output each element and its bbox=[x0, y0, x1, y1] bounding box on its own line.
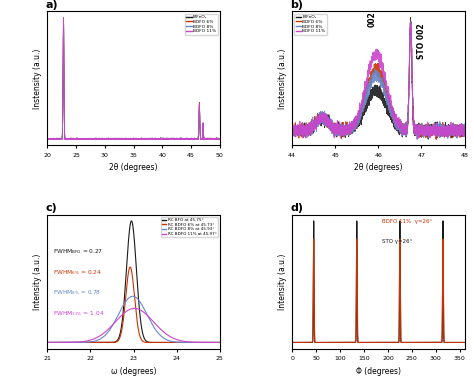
Text: d): d) bbox=[291, 203, 303, 213]
Legend: BiFeO₃, BDFO 6%, BDFO 8%, BDFO 11%: BiFeO₃, BDFO 6%, BDFO 8%, BDFO 11% bbox=[294, 14, 327, 35]
Text: FWHM$_{8\%}$ = 0.78: FWHM$_{8\%}$ = 0.78 bbox=[53, 288, 101, 297]
X-axis label: Φ (degrees): Φ (degrees) bbox=[356, 367, 401, 376]
Y-axis label: Instensity (a.u.): Instensity (a.u.) bbox=[278, 48, 287, 108]
Text: STO γ=26°: STO γ=26° bbox=[382, 239, 412, 244]
Y-axis label: Intensity (a.u.): Intensity (a.u.) bbox=[33, 254, 42, 310]
Y-axis label: Instensity (a.u.): Instensity (a.u.) bbox=[33, 48, 42, 108]
Text: BDFO 11%  γ=26°: BDFO 11% γ=26° bbox=[382, 219, 432, 224]
Text: 002: 002 bbox=[367, 11, 376, 27]
Y-axis label: Intensity (a.u.): Intensity (a.u.) bbox=[278, 254, 287, 310]
Text: STO 002: STO 002 bbox=[417, 24, 426, 59]
Text: FWHM$_{6\%}$ = 0.24: FWHM$_{6\%}$ = 0.24 bbox=[53, 268, 101, 277]
Legend: RC BFO at 45.75°, RC BDFO 6% at 45.73°, RC BDFO 8% at 45.93°, RC BDFO 11% at 45.: RC BFO at 45.75°, RC BDFO 6% at 45.73°, … bbox=[161, 217, 218, 237]
X-axis label: ω (degrees): ω (degrees) bbox=[111, 367, 156, 376]
Text: c): c) bbox=[46, 203, 57, 213]
X-axis label: 2θ (degrees): 2θ (degrees) bbox=[109, 164, 158, 172]
Legend: BiFeO₃, BDFO 6%, BDFO 8%, BDFO 11%: BiFeO₃, BDFO 6%, BDFO 8%, BDFO 11% bbox=[185, 14, 218, 35]
Text: FWHM$_{11\%}$ = 1.04: FWHM$_{11\%}$ = 1.04 bbox=[53, 309, 104, 318]
Text: FWHM$_{\rm BFO}$ = 0.27: FWHM$_{\rm BFO}$ = 0.27 bbox=[53, 247, 103, 256]
X-axis label: 2θ (degrees): 2θ (degrees) bbox=[354, 164, 402, 172]
Text: b): b) bbox=[291, 0, 303, 10]
Text: a): a) bbox=[46, 0, 58, 10]
